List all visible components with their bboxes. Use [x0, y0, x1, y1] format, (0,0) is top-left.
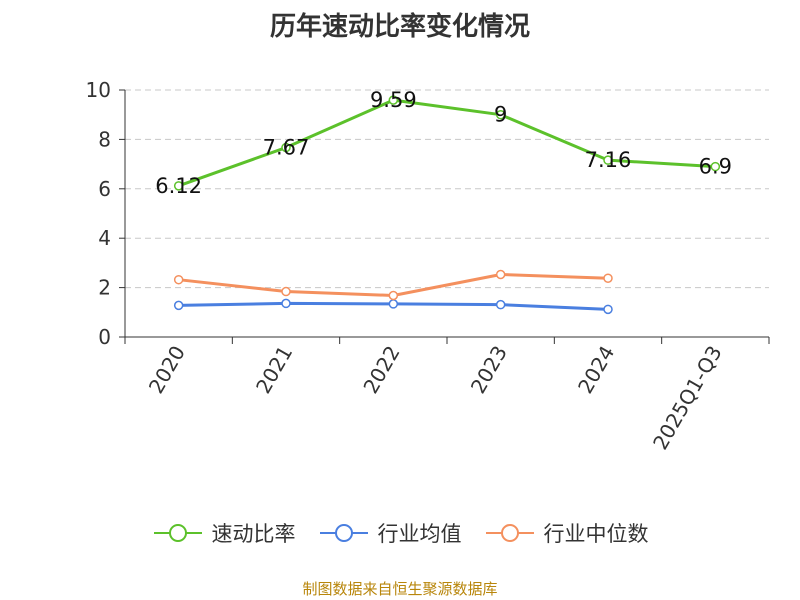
data-point: [603, 273, 613, 283]
legend: 速动比率 行业均值 行业中位数: [0, 518, 800, 548]
data-point: [281, 142, 291, 153]
data-point: [495, 269, 506, 280]
x-tick-label: 2021: [251, 342, 297, 398]
x-tick-label: 2025Q1-Q3: [648, 342, 727, 454]
series-line: [178, 98, 716, 188]
series-layer: [173, 95, 721, 315]
axis-layer: 0 2 4 6 8 10 2020 2021 2022 2023 2024 2025Q1-Q3: [86, 78, 770, 454]
source-note: 制图数据来自恒生聚源数据库: [302, 580, 498, 598]
data-point: [603, 304, 613, 315]
data-point: [281, 286, 291, 297]
data-point: [603, 155, 613, 165]
legend-item: 行业均值: [318, 518, 462, 548]
y-tick-label: 2: [98, 276, 111, 300]
y-tick-label: 6: [98, 177, 111, 201]
y-tick-label: 10: [86, 78, 111, 102]
y-tick-label: 8: [98, 127, 111, 151]
data-label: 6.12: [155, 174, 202, 198]
chart-title: 历年速动比率变化情况: [269, 12, 530, 42]
data-label-layer: 6.12 7.67 9.59 9 7.16 6.9: [155, 88, 732, 198]
data-label: 7.16: [585, 148, 632, 172]
legend-item: 速动比率: [152, 518, 296, 548]
x-tick-label: 2024: [573, 342, 619, 398]
legend-label: 行业均值: [377, 522, 462, 546]
x-tick-label: 2022: [358, 342, 404, 398]
data-label: 9: [494, 103, 507, 127]
data-point: [388, 290, 399, 301]
data-point: [495, 109, 506, 120]
legend-label: 速动比率: [211, 522, 296, 546]
data-point: [173, 300, 184, 311]
legend-label: 行业中位数: [543, 522, 649, 546]
data-label: 7.67: [263, 136, 310, 160]
legend-line-marker-icon: [153, 524, 202, 542]
data-point: [710, 161, 721, 172]
data-point: [388, 95, 399, 105]
legend-line-marker-icon: [319, 524, 368, 542]
y-tick-label: 4: [98, 226, 111, 250]
data-point: [495, 299, 506, 310]
data-point: [173, 181, 184, 191]
data-point: [388, 299, 399, 309]
legend-item: 行业中位数: [484, 518, 649, 548]
data-point: [173, 274, 184, 285]
data-label: 9.59: [370, 88, 417, 112]
data-label: 6.9: [699, 155, 732, 179]
x-tick-label: 2023: [466, 341, 512, 397]
x-tick-label: 2020: [144, 342, 190, 398]
legend-line-marker-icon: [485, 524, 534, 542]
data-point: [281, 298, 291, 309]
grid-layer: [125, 89, 769, 289]
y-tick-label: 0: [98, 325, 111, 349]
